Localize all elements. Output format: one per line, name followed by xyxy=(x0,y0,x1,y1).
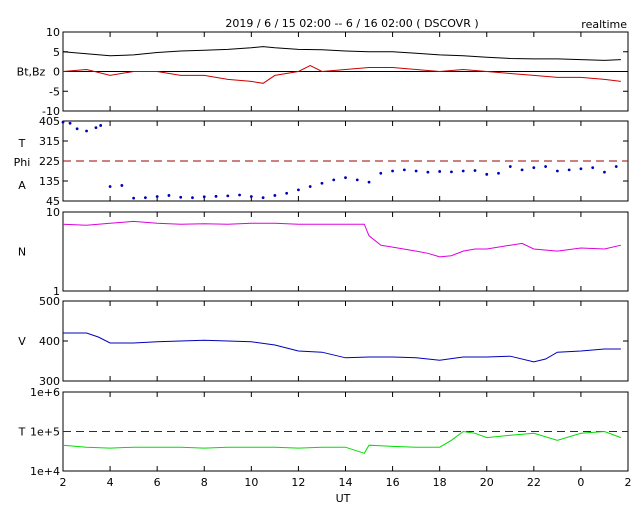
data-point xyxy=(367,180,371,184)
data-point xyxy=(438,170,442,173)
data-point xyxy=(191,196,194,200)
y-axis-label: Phi xyxy=(14,156,31,169)
y-tick-label: -5 xyxy=(49,85,60,98)
y-axis-label: N xyxy=(18,246,26,259)
data-point xyxy=(285,191,289,195)
y-tick-label: 1e+5 xyxy=(30,426,60,439)
data-point xyxy=(238,193,241,197)
x-tick-label: 0 xyxy=(577,476,584,489)
data-point xyxy=(297,188,300,192)
y-axis-label: V xyxy=(18,335,26,348)
x-tick-label: 20 xyxy=(480,476,494,489)
x-tick-label: 6 xyxy=(154,476,161,489)
data-point xyxy=(132,196,136,200)
data-point xyxy=(75,127,79,131)
chart-title: 2019 / 6 / 15 02:00 -- 6 / 16 02:00 ( DS… xyxy=(225,17,478,30)
data-point xyxy=(355,178,359,182)
x-tick-label: 22 xyxy=(527,476,541,489)
data-point xyxy=(379,171,383,175)
y-tick-label: 1 xyxy=(53,285,60,298)
data-point xyxy=(179,195,183,199)
data-point xyxy=(214,194,218,198)
data-point xyxy=(555,169,559,173)
y-tick-label: 5 xyxy=(53,46,60,59)
series-line-magnetic-field-1 xyxy=(62,65,621,84)
y-tick-label: 300 xyxy=(39,375,60,388)
data-point xyxy=(391,169,394,173)
data-point xyxy=(202,195,206,199)
data-point xyxy=(261,196,265,200)
data-point xyxy=(520,168,524,172)
x-tick-label: 12 xyxy=(291,476,305,489)
data-point xyxy=(120,184,124,187)
data-point xyxy=(614,165,618,168)
data-point xyxy=(344,176,347,180)
data-point xyxy=(402,168,406,172)
data-point xyxy=(167,194,171,197)
data-point xyxy=(94,126,98,130)
data-point xyxy=(544,165,548,168)
y-tick-label: 1e+4 xyxy=(30,465,60,478)
x-tick-label: 2 xyxy=(625,476,632,489)
data-point xyxy=(226,194,230,198)
data-point xyxy=(85,129,88,133)
y-tick-label: 0 xyxy=(53,66,60,79)
series-line-speed-0 xyxy=(63,332,621,363)
y-tick-label: 135 xyxy=(39,175,60,188)
y-axis-label: T xyxy=(18,137,26,150)
y-axis-label: A xyxy=(18,179,26,192)
data-point xyxy=(426,170,430,174)
data-point xyxy=(273,194,277,197)
realtime-badge: realtime xyxy=(581,18,627,31)
y-tick-label: 225 xyxy=(39,155,60,168)
y-tick-label: 500 xyxy=(39,295,60,308)
x-tick-label: 10 xyxy=(244,476,258,489)
y-tick-label: 315 xyxy=(39,135,60,148)
data-point xyxy=(155,195,159,198)
y-tick-label: 45 xyxy=(46,195,60,208)
series-line-density-0 xyxy=(62,220,622,258)
y-tick-label: 10 xyxy=(46,206,60,219)
data-point xyxy=(108,185,112,188)
y-tick-label: -10 xyxy=(42,105,60,118)
data-point xyxy=(473,169,477,172)
data-point xyxy=(603,170,606,174)
data-point xyxy=(591,166,595,170)
data-point xyxy=(461,169,465,173)
y-tick-label: 405 xyxy=(39,115,60,128)
series-line-temperature-0 xyxy=(62,430,622,454)
data-point xyxy=(532,166,536,170)
data-point xyxy=(99,124,103,127)
x-tick-label: 18 xyxy=(433,476,447,489)
x-tick-label: 16 xyxy=(386,476,400,489)
data-point xyxy=(68,121,72,125)
y-axis-label: T xyxy=(18,426,26,439)
data-point xyxy=(308,185,312,188)
data-point xyxy=(414,169,418,173)
data-point xyxy=(249,195,253,198)
x-tick-label: 14 xyxy=(339,476,353,489)
data-point xyxy=(497,171,500,175)
data-point xyxy=(61,120,65,124)
data-point xyxy=(143,196,147,200)
data-point xyxy=(320,181,324,185)
y-tick-label: 1e+6 xyxy=(30,386,60,399)
y-tick-label: 400 xyxy=(39,335,60,348)
y-axis-label: Bt,Bz xyxy=(17,66,46,79)
x-axis-label: UT xyxy=(336,492,351,505)
y-tick-label: 10 xyxy=(46,26,60,39)
data-point xyxy=(579,167,583,171)
x-tick-label: 8 xyxy=(201,476,208,489)
data-point xyxy=(485,172,489,176)
data-point xyxy=(508,165,512,168)
panel-frame-speed xyxy=(62,300,629,382)
x-tick-label: 4 xyxy=(107,476,114,489)
x-tick-label: 2 xyxy=(60,476,67,489)
data-point xyxy=(332,178,336,182)
series-line-magnetic-field-0 xyxy=(62,46,621,61)
data-point xyxy=(567,168,571,172)
data-point xyxy=(450,170,453,174)
